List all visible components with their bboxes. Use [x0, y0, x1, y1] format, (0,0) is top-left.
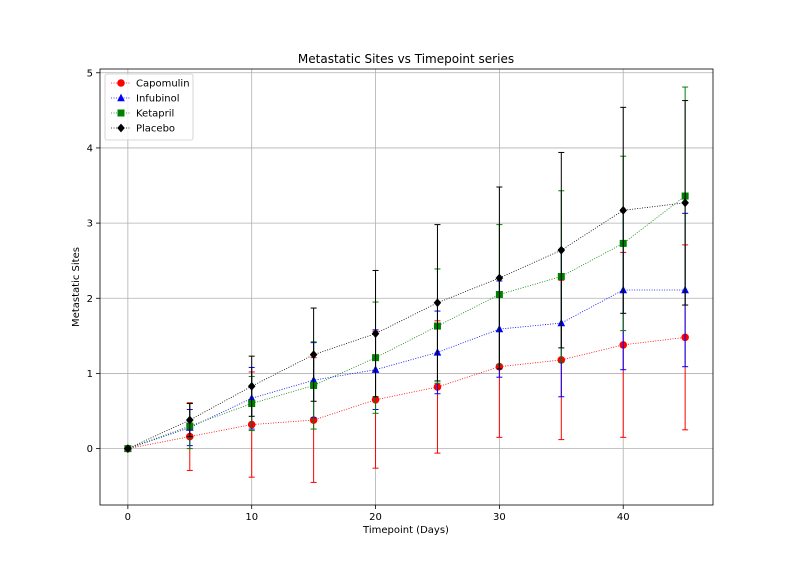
x-tick-label: 40 [617, 512, 630, 523]
placebo-point [619, 205, 628, 215]
legend-placebo-label: Placebo [136, 124, 175, 135]
placebo-point [557, 245, 566, 255]
placebo-point [247, 381, 256, 391]
y-tick-label: 3 [87, 219, 93, 230]
legend: Capomulin Infubinol Ketapril Placebo [104, 73, 194, 141]
legend-ketapril-label: Ketapril [136, 109, 174, 120]
legend-placebo-marker [117, 123, 125, 133]
legend-capomulin-label: Capomulin [136, 79, 190, 90]
placebo-point [371, 329, 380, 339]
x-tick-label: 0 [125, 512, 131, 523]
y-axis-title: Metastatic Sites [71, 247, 82, 327]
legend-infubinol-marker [117, 93, 125, 102]
y-tick-label: 0 [87, 444, 93, 455]
y-tick-label: 1 [87, 369, 93, 380]
placebo-point [124, 444, 132, 454]
legend-ketapril-marker [117, 109, 125, 117]
capomulin-series-line [127, 336, 686, 450]
plot-area: 0 10 20 30 40 0 1 2 3 4 5 [87, 68, 714, 523]
ketapril-series-line [127, 195, 686, 449]
placebo-point [433, 298, 442, 308]
placebo-point [495, 273, 504, 283]
y-tick-label: 4 [87, 143, 93, 154]
x-tick-label: 10 [245, 512, 258, 523]
infubinol-series-line [127, 289, 686, 449]
placebo-series-line [127, 202, 686, 449]
legend-box [104, 73, 194, 141]
chart-title: Metastatic Sites vs Timepoint series [298, 52, 514, 66]
legend-infubinol-label: Infubinol [136, 94, 180, 105]
x-axis-title: Timepoint (Days) [362, 525, 449, 536]
placebo-point [309, 350, 318, 360]
x-tick-label: 20 [369, 512, 382, 523]
placebo-point [681, 198, 689, 208]
y-tick-label: 2 [87, 294, 93, 305]
y-tick-label: 5 [87, 68, 93, 79]
legend-capomulin-marker [117, 79, 125, 87]
plot-frame [99, 68, 714, 506]
x-tick-label: 30 [493, 512, 506, 523]
placebo-point [185, 415, 194, 425]
